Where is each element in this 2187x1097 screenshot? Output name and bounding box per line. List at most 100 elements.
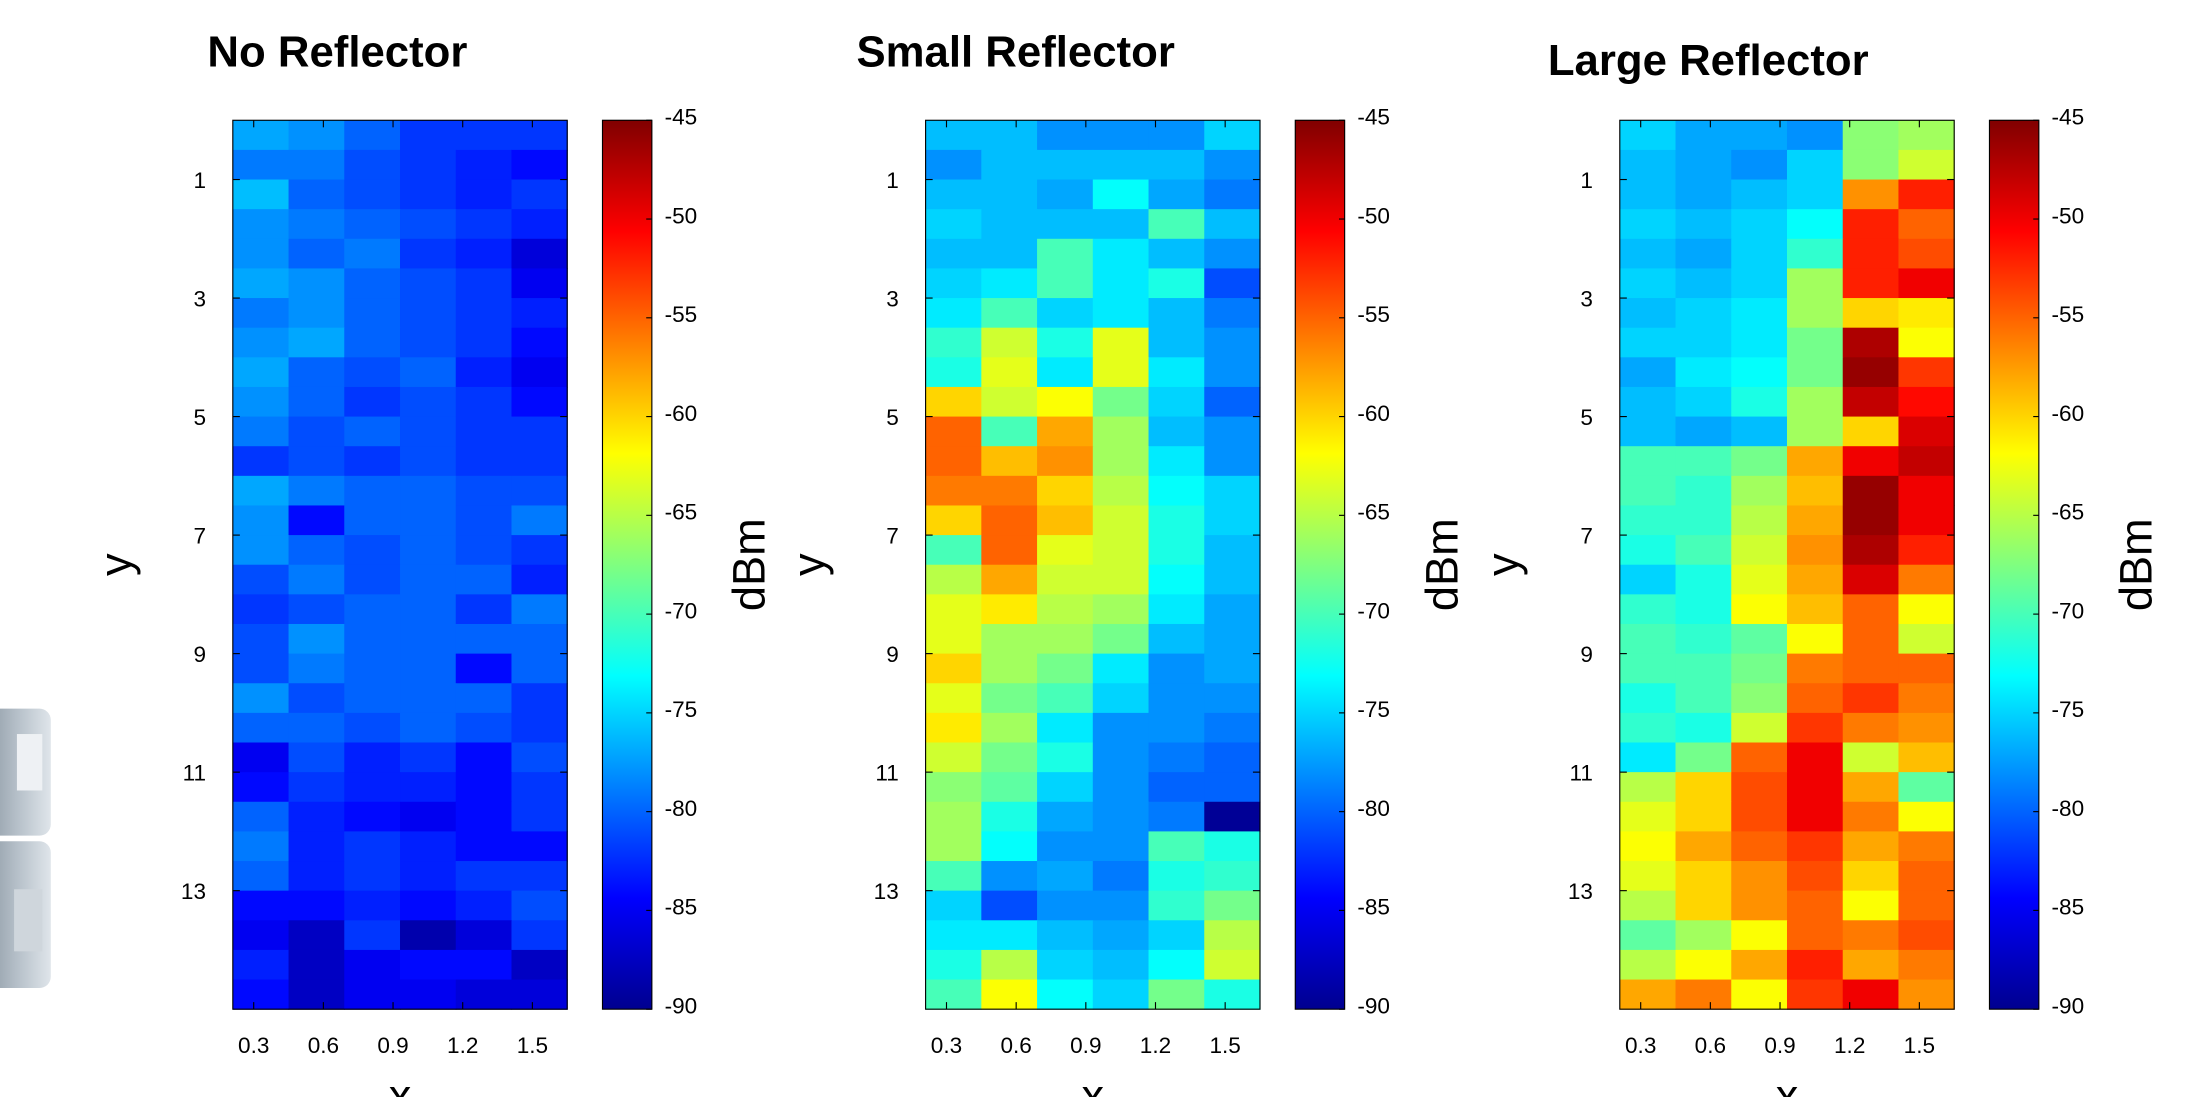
colorbar-tick-label: -90 (665, 993, 698, 1018)
cell (1619, 712, 1677, 744)
cell (1675, 831, 1732, 862)
cell (1204, 861, 1261, 892)
cell (344, 772, 401, 803)
cell (1037, 505, 1094, 536)
colorbar-tick-label: -80 (2052, 796, 2085, 821)
cell (981, 357, 1038, 388)
cell (1731, 446, 1788, 477)
cell (455, 327, 513, 358)
cell (1786, 357, 1844, 388)
cell (400, 238, 457, 269)
cell (1092, 475, 1150, 507)
cell (511, 327, 568, 358)
cell (1898, 386, 1955, 418)
x-tick-label: 1.5 (517, 1033, 548, 1058)
cell (344, 268, 401, 299)
colorbar-tick-label: -60 (665, 401, 698, 426)
cell (1842, 238, 1900, 269)
cell (400, 446, 457, 477)
cell (344, 298, 401, 329)
cell (1786, 742, 1844, 773)
cell (925, 801, 982, 832)
cell (1619, 238, 1677, 269)
cell (1675, 327, 1732, 358)
cell (1898, 890, 1955, 921)
cell (288, 386, 345, 418)
y-tick-label: 3 (886, 287, 899, 312)
cell (1037, 979, 1094, 1010)
cell (1148, 920, 1205, 951)
cell (1092, 298, 1150, 329)
cell (925, 209, 982, 240)
cell (232, 535, 290, 566)
cell (511, 209, 568, 240)
y-tick-label: 13 (1568, 879, 1593, 904)
cell (344, 890, 401, 921)
cell (981, 831, 1038, 862)
cell (1037, 831, 1094, 862)
cell (1204, 772, 1261, 803)
cell (400, 890, 457, 921)
cell (1619, 979, 1677, 1010)
cell (1786, 238, 1844, 269)
cell (1786, 535, 1844, 566)
colorbar (1988, 119, 2040, 1010)
cell (1619, 831, 1677, 862)
cell (232, 861, 290, 892)
y-tick-label: 11 (183, 761, 206, 786)
cell (1675, 386, 1732, 418)
cell (981, 268, 1038, 299)
cell (1037, 238, 1094, 269)
cell (400, 742, 457, 773)
cell (925, 535, 982, 566)
colorbar (1294, 119, 1346, 1010)
cell (511, 861, 568, 892)
cell (1842, 475, 1900, 507)
cell (1037, 594, 1094, 625)
cell (1786, 327, 1844, 358)
cell (455, 179, 513, 210)
cell (455, 920, 513, 951)
x-tick-label: 0.6 (1000, 1033, 1031, 1058)
cell (232, 949, 290, 981)
cell (1037, 683, 1094, 714)
cell (1204, 712, 1261, 744)
cell (455, 712, 513, 744)
cell (455, 416, 513, 447)
plot-frame (1619, 119, 1955, 1010)
cell (288, 179, 345, 210)
cell (455, 120, 513, 151)
y-axis-label: y (783, 553, 834, 576)
cell (1148, 564, 1205, 595)
cell (288, 949, 345, 981)
colorbar-tick-label: -80 (1357, 796, 1390, 821)
cell (1731, 623, 1788, 655)
cell (1731, 209, 1788, 240)
cell (400, 505, 457, 536)
cell (1898, 742, 1955, 773)
x-tick-label: 0.6 (308, 1033, 339, 1058)
y-tick-label: 13 (874, 879, 899, 904)
cell (511, 505, 568, 536)
cell (455, 594, 513, 625)
cell (925, 120, 982, 151)
cell (1204, 742, 1261, 773)
cell (1092, 327, 1150, 358)
cell (925, 594, 982, 625)
cell (1037, 386, 1094, 418)
cell (1092, 683, 1150, 714)
cell (232, 564, 290, 595)
cell (344, 653, 401, 684)
colorbar-tick-label: -85 (1357, 895, 1390, 920)
colorbar-tick-label: -60 (1357, 401, 1390, 426)
cell (925, 357, 982, 388)
cell (232, 653, 290, 684)
plot-frame (232, 119, 568, 1010)
cell (1675, 683, 1732, 714)
cell (1786, 120, 1844, 151)
cell (511, 801, 568, 832)
y-tick-label: 11 (875, 761, 898, 786)
colorbar-tick-label: -85 (2052, 895, 2085, 920)
cell (1675, 742, 1732, 773)
cell (1731, 801, 1788, 832)
